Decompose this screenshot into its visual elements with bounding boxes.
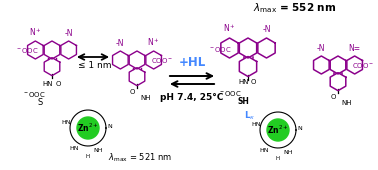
Text: ≤ 1 nm: ≤ 1 nm xyxy=(78,61,111,70)
Text: -N: -N xyxy=(64,29,73,38)
Text: -N: -N xyxy=(116,39,125,48)
Text: N$^+$: N$^+$ xyxy=(147,36,160,48)
Text: NH: NH xyxy=(93,148,103,152)
Text: $\lambda_{\rm max}$ = 552 nm: $\lambda_{\rm max}$ = 552 nm xyxy=(253,1,337,15)
Text: $^-$OOC: $^-$OOC xyxy=(15,46,39,55)
Polygon shape xyxy=(146,51,161,69)
Text: H: H xyxy=(276,156,280,160)
Text: Zn$^{2+}$: Zn$^{2+}$ xyxy=(267,124,289,136)
Text: HN: HN xyxy=(69,146,79,150)
Polygon shape xyxy=(258,38,275,58)
Text: N$^+$: N$^+$ xyxy=(223,23,236,35)
Polygon shape xyxy=(330,73,346,91)
Text: HN: HN xyxy=(61,121,71,125)
Polygon shape xyxy=(347,56,363,74)
Text: N: N xyxy=(297,125,302,131)
Text: HN: HN xyxy=(251,123,261,128)
Text: -N: -N xyxy=(317,44,325,53)
Text: O: O xyxy=(250,80,256,86)
Text: S: S xyxy=(37,98,43,107)
Polygon shape xyxy=(44,58,60,76)
Text: HN: HN xyxy=(239,80,249,86)
Text: COO$^-$: COO$^-$ xyxy=(151,56,174,65)
Text: HN: HN xyxy=(43,81,53,87)
Text: $^-$OOC: $^-$OOC xyxy=(22,90,46,99)
Text: +HL: +HL xyxy=(178,56,206,70)
Text: H: H xyxy=(86,154,90,158)
Text: $^-$OOC: $^-$OOC xyxy=(218,89,242,98)
Text: $\lambda_{\rm max}$ = 521 nm: $\lambda_{\rm max}$ = 521 nm xyxy=(108,152,172,164)
Text: -N: -N xyxy=(262,26,271,35)
Circle shape xyxy=(77,117,99,139)
Polygon shape xyxy=(113,51,128,69)
Polygon shape xyxy=(221,38,238,58)
Text: O: O xyxy=(55,81,61,87)
Text: O: O xyxy=(330,94,336,100)
Text: pH 7.4, 25°C: pH 7.4, 25°C xyxy=(160,92,224,101)
Text: NH: NH xyxy=(341,100,352,106)
Polygon shape xyxy=(239,38,257,58)
Text: N: N xyxy=(108,123,112,129)
Text: O: O xyxy=(129,89,135,95)
Polygon shape xyxy=(129,51,145,69)
Text: $^-$OOC: $^-$OOC xyxy=(208,45,232,54)
Text: L$_x$: L$_x$ xyxy=(244,110,256,122)
Text: HN: HN xyxy=(259,148,269,152)
Text: N=: N= xyxy=(349,44,361,53)
Text: COO$^-$: COO$^-$ xyxy=(352,61,375,70)
Polygon shape xyxy=(61,41,76,59)
Text: Zn$^{2+}$: Zn$^{2+}$ xyxy=(77,122,99,134)
Text: SH: SH xyxy=(237,97,249,106)
Polygon shape xyxy=(129,68,145,86)
Text: NH: NH xyxy=(140,95,150,101)
Text: N$^+$: N$^+$ xyxy=(29,26,42,38)
Polygon shape xyxy=(239,56,257,76)
Polygon shape xyxy=(330,56,346,74)
Polygon shape xyxy=(28,41,43,59)
Polygon shape xyxy=(314,56,329,74)
Polygon shape xyxy=(44,41,60,59)
Circle shape xyxy=(267,119,289,141)
Text: NH: NH xyxy=(283,149,293,155)
